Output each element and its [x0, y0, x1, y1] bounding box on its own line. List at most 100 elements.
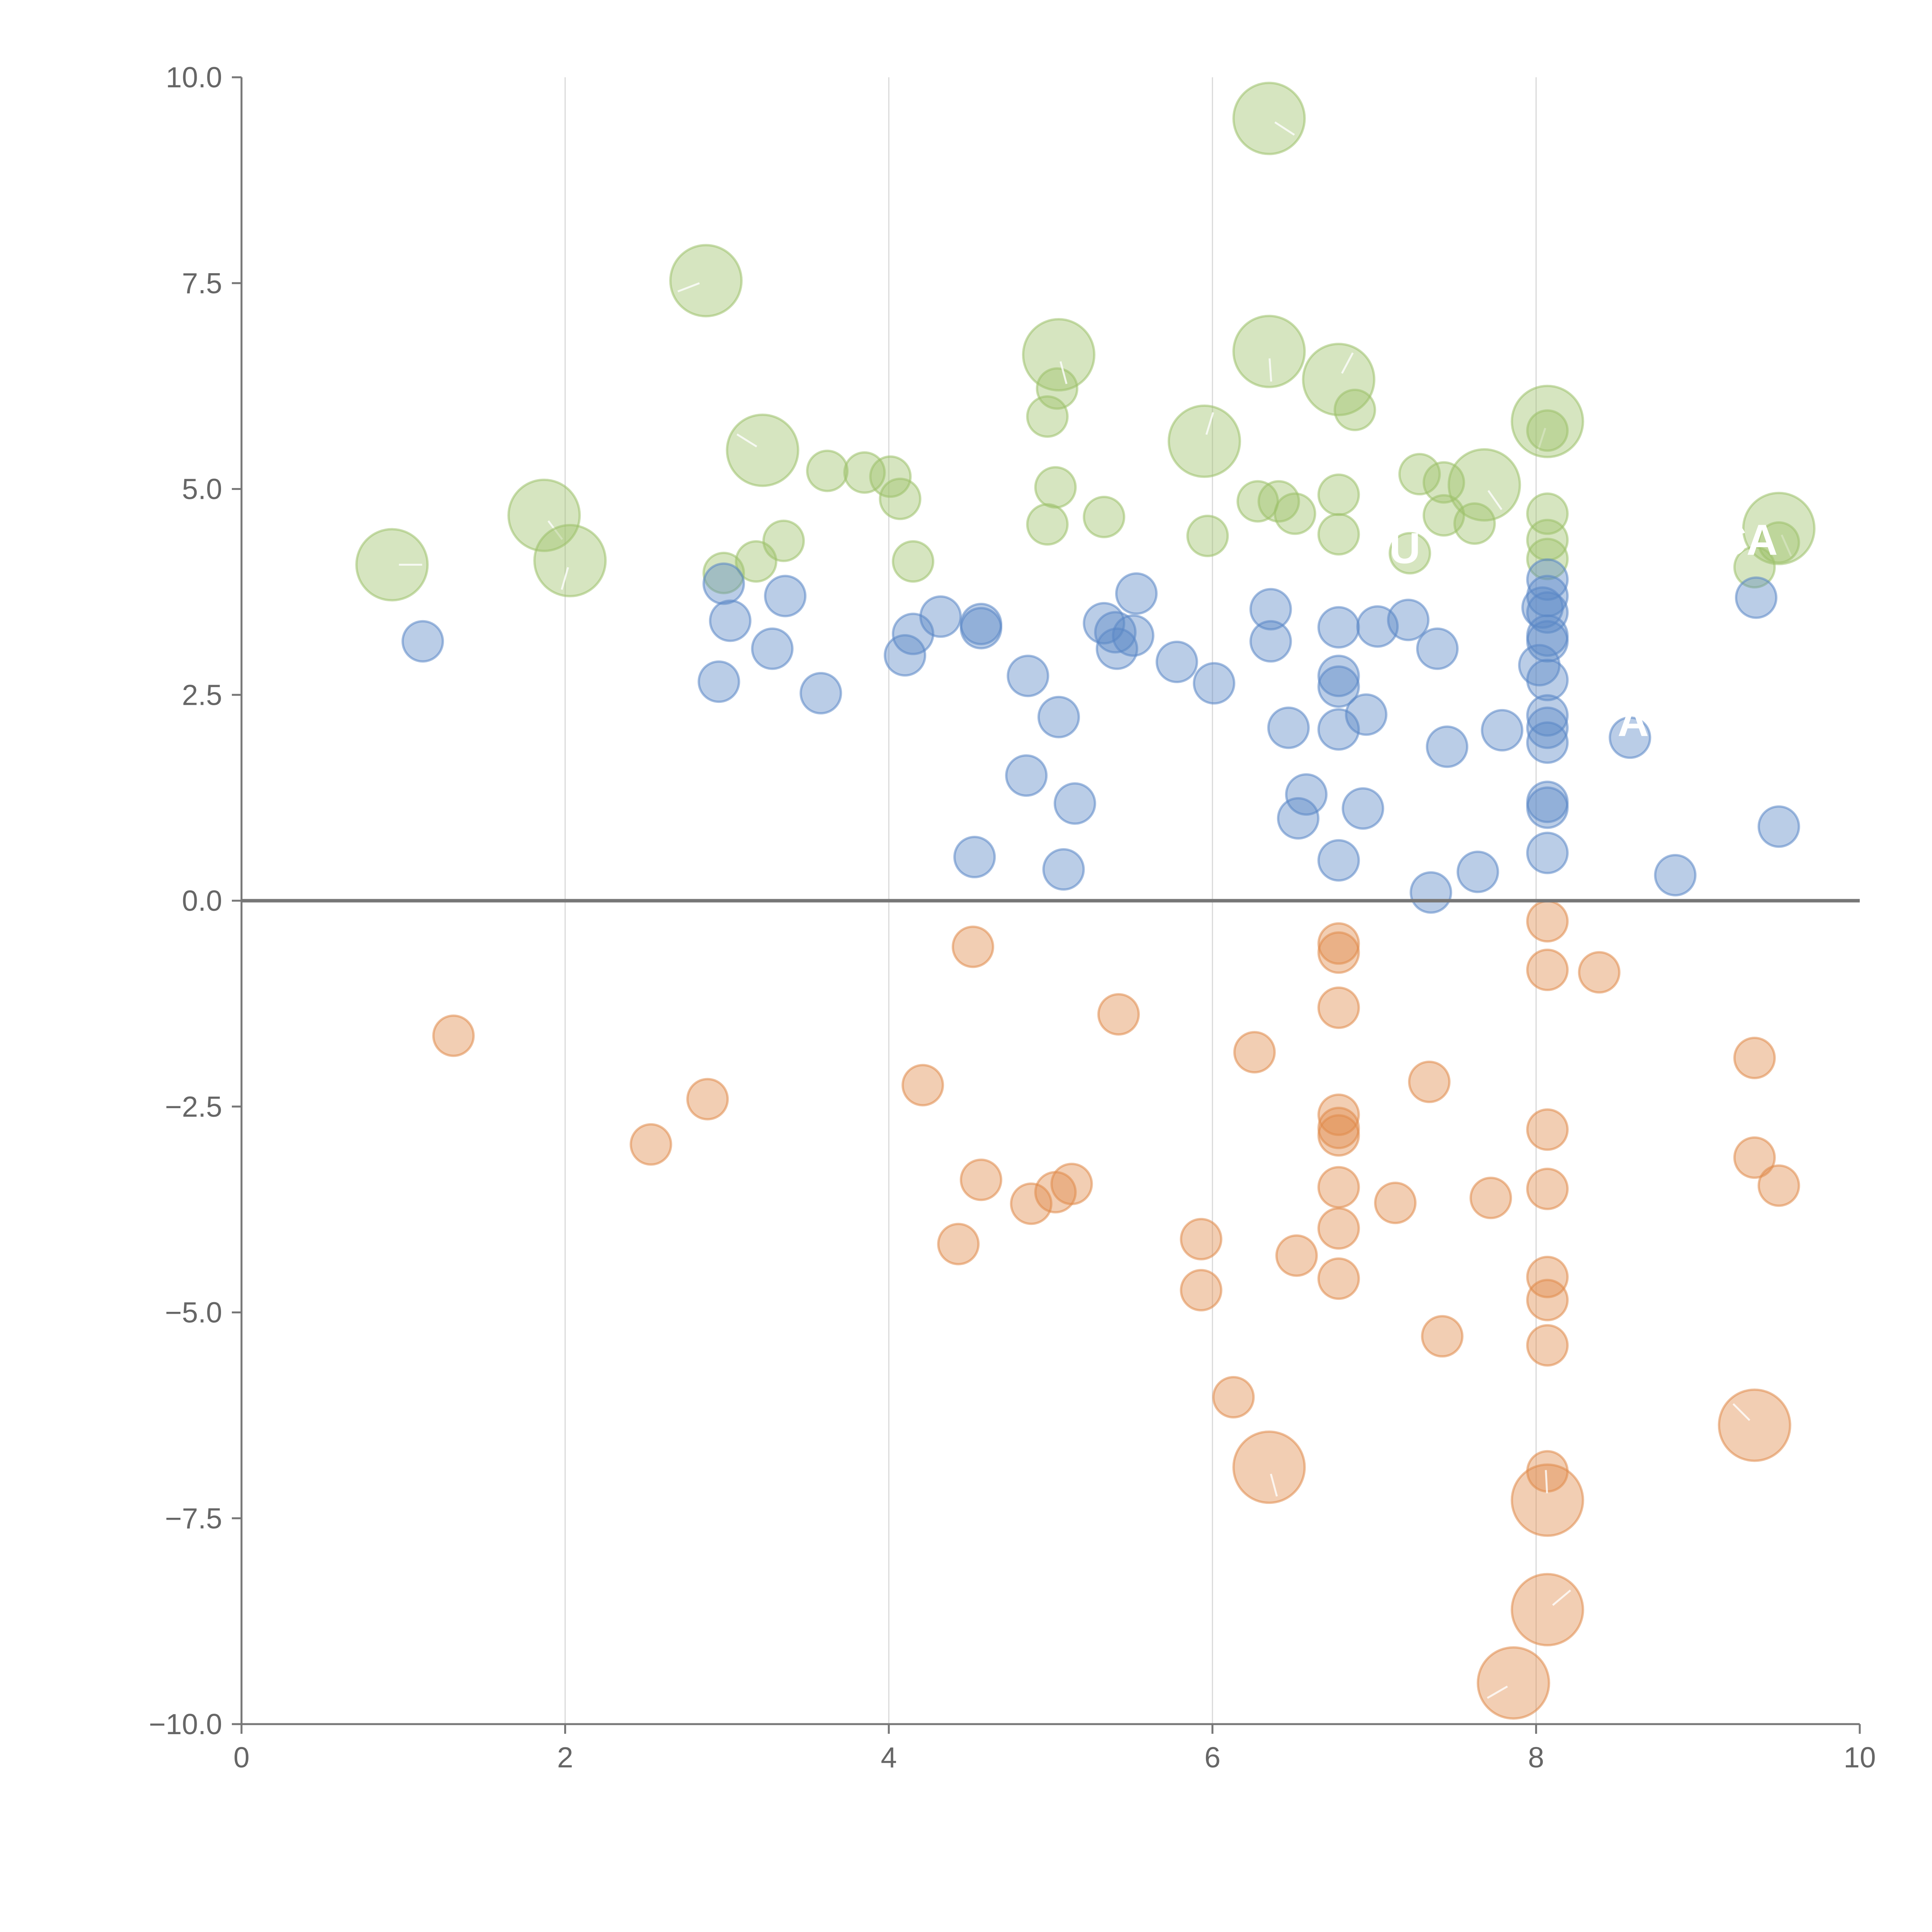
orange-bubble-9[interactable] [1050, 1163, 1093, 1206]
blue-bubble-57[interactable] [1526, 832, 1569, 874]
blue-bubble-30[interactable] [1317, 606, 1360, 649]
blue-bubble-11[interactable] [959, 607, 1002, 650]
green-bubble-27[interactable] [1333, 388, 1376, 431]
blue-bubble-17[interactable] [1042, 848, 1085, 891]
blue-bubble-56[interactable] [1526, 786, 1569, 829]
blue-bubble-38[interactable] [1387, 599, 1430, 641]
green-bubble-2[interactable] [533, 524, 607, 597]
orange-bubble-36[interactable] [1526, 1279, 1569, 1321]
orange-bubble-12[interactable] [1180, 1269, 1223, 1311]
orange-bubble-19[interactable] [1317, 986, 1360, 1029]
green-bubble-32[interactable] [1422, 461, 1465, 504]
orange-bubble-4[interactable] [901, 1064, 944, 1107]
blue-bubble-22[interactable] [1115, 572, 1158, 615]
orange-bubble-29[interactable] [1469, 1177, 1512, 1219]
orange-bubble-44[interactable] [1757, 1164, 1800, 1207]
orange-bubble-25[interactable] [1317, 1257, 1360, 1300]
blue-bubble-1[interactable] [702, 562, 745, 605]
blue-bubble-29[interactable] [1277, 797, 1320, 840]
green-bubble-18[interactable] [1083, 495, 1126, 538]
blue-bubble-3[interactable] [697, 660, 740, 703]
green-bubble-29[interactable] [1317, 513, 1360, 556]
blue-bubble-58[interactable] [1609, 716, 1651, 759]
green-bubble-15[interactable] [1022, 318, 1095, 392]
blue-bubble-0[interactable] [401, 620, 444, 663]
blue-bubble-34[interactable] [1317, 839, 1360, 882]
blue-bubble-59[interactable] [1654, 854, 1697, 896]
blue-bubble-26[interactable] [1249, 620, 1292, 663]
blue-bubble-33[interactable] [1317, 708, 1360, 751]
orange-bubble-39[interactable] [1510, 1463, 1584, 1537]
green-bubble-8[interactable] [806, 449, 849, 492]
orange-bubble-13[interactable] [1212, 1376, 1255, 1418]
green-bubble-42[interactable] [1742, 492, 1816, 565]
orange-bubble-24[interactable] [1317, 1207, 1360, 1250]
blue-bubble-44[interactable] [1526, 558, 1569, 601]
blue-bubble-60[interactable] [1735, 576, 1777, 619]
orange-bubble-1[interactable] [629, 1123, 672, 1166]
green-bubble-0[interactable] [355, 528, 429, 602]
blue-bubble-31[interactable] [1317, 655, 1360, 697]
green-bubble-28[interactable] [1317, 473, 1360, 516]
green-bubble-26[interactable] [1302, 343, 1376, 417]
blue-bubble-40[interactable] [1426, 725, 1469, 768]
orange-bubble-17[interactable] [1317, 922, 1360, 965]
blue-bubble-24[interactable] [1192, 662, 1235, 705]
orange-bubble-3[interactable] [951, 925, 994, 968]
orange-bubble-40[interactable] [1510, 1573, 1584, 1646]
blue-bubble-28[interactable] [1285, 773, 1328, 816]
orange-bubble-5[interactable] [959, 1158, 1002, 1201]
blue-bubble-27[interactable] [1267, 706, 1310, 749]
blue-bubble-12[interactable] [1007, 655, 1049, 697]
green-bubble-37[interactable] [1526, 409, 1569, 452]
orange-bubble-42[interactable] [1733, 1037, 1776, 1080]
orange-bubble-16[interactable] [1275, 1234, 1318, 1277]
green-bubble-10[interactable] [869, 455, 912, 498]
green-bubble-5[interactable] [702, 551, 745, 594]
blue-bubble-8[interactable] [892, 612, 935, 655]
orange-bubble-34[interactable] [1526, 1167, 1569, 1210]
green-bubble-30[interactable] [1388, 532, 1431, 575]
green-bubble-21[interactable] [1232, 82, 1306, 155]
blue-bubble-5[interactable] [764, 575, 807, 617]
orange-bubble-31[interactable] [1526, 900, 1569, 943]
green-bubble-14[interactable] [1036, 367, 1078, 410]
blue-bubble-32[interactable] [1317, 665, 1360, 708]
orange-bubble-7[interactable] [1010, 1182, 1053, 1225]
orange-bubble-45[interactable] [1718, 1388, 1791, 1462]
blue-bubble-19[interactable] [1094, 611, 1137, 654]
green-bubble-3[interactable] [669, 244, 743, 318]
orange-bubble-30[interactable] [1476, 1646, 1550, 1720]
orange-bubble-10[interactable] [1097, 993, 1140, 1036]
orange-bubble-43[interactable] [1733, 1136, 1776, 1179]
green-bubble-31[interactable] [1398, 453, 1441, 496]
blue-bubble-61[interactable] [1757, 805, 1800, 848]
blue-bubble-43[interactable] [1481, 709, 1524, 752]
blue-bubble-54[interactable] [1526, 721, 1569, 764]
orange-bubble-11[interactable] [1180, 1218, 1223, 1260]
blue-bubble-14[interactable] [1005, 754, 1048, 797]
blue-bubble-36[interactable] [1342, 787, 1384, 830]
orange-bubble-26[interactable] [1374, 1182, 1417, 1225]
blue-bubble-7[interactable] [884, 634, 927, 677]
orange-bubble-15[interactable] [1232, 1430, 1306, 1504]
blue-bubble-9[interactable] [919, 595, 962, 638]
blue-bubble-25[interactable] [1249, 588, 1292, 631]
green-bubble-11[interactable] [879, 478, 922, 520]
orange-bubble-23[interactable] [1317, 1166, 1360, 1209]
orange-bubble-37[interactable] [1526, 1324, 1569, 1367]
orange-bubble-2[interactable] [686, 1078, 729, 1121]
green-bubble-4[interactable] [726, 413, 799, 487]
blue-bubble-6[interactable] [799, 672, 842, 714]
orange-bubble-41[interactable] [1578, 951, 1621, 994]
blue-bubble-39[interactable] [1416, 627, 1459, 670]
blue-bubble-16[interactable] [953, 836, 996, 879]
blue-bubble-49[interactable] [1526, 620, 1569, 663]
green-bubble-17[interactable] [1026, 503, 1069, 546]
orange-bubble-22[interactable] [1317, 1114, 1360, 1157]
orange-bubble-6[interactable] [937, 1223, 980, 1265]
blue-bubble-23[interactable] [1155, 641, 1198, 684]
green-bubble-35[interactable] [1447, 448, 1521, 522]
orange-bubble-18[interactable] [1317, 931, 1360, 974]
orange-bubble-35[interactable] [1526, 1255, 1569, 1298]
